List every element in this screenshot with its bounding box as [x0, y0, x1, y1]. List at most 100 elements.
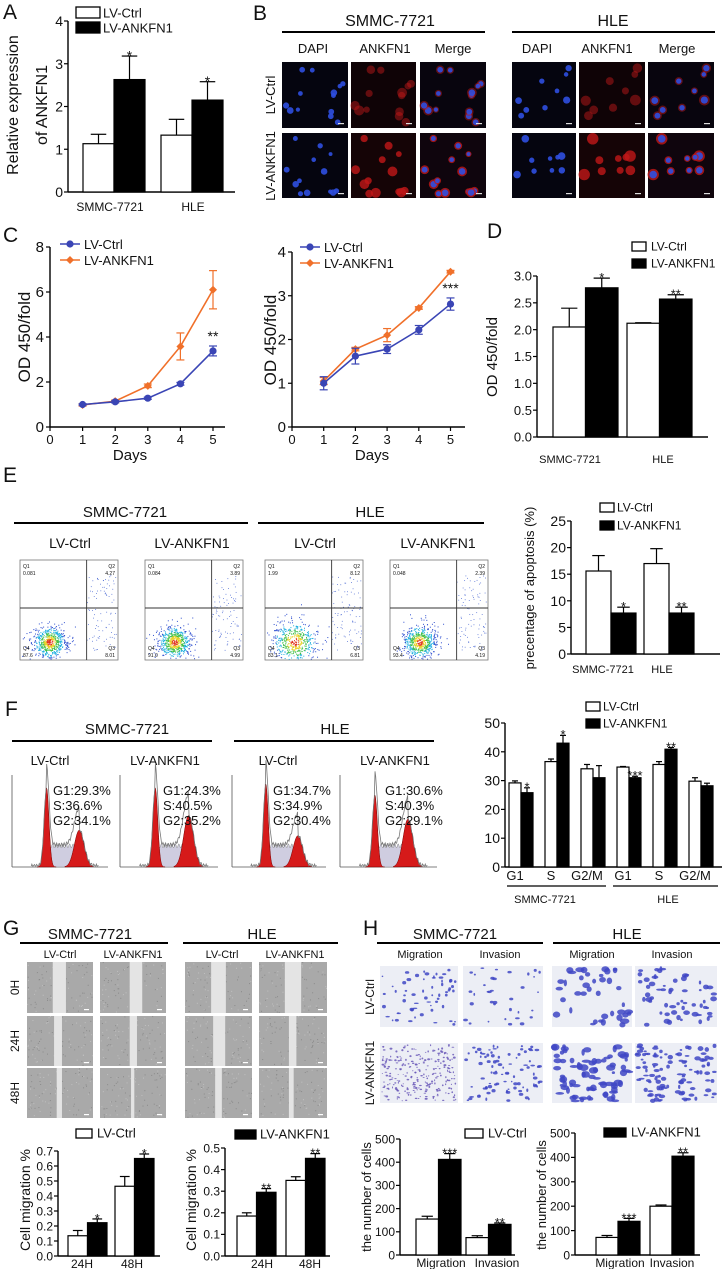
- event-dot: [170, 645, 172, 647]
- stained-cell: [394, 1018, 399, 1022]
- event-dot: [230, 594, 231, 596]
- texture-dot: [134, 1078, 136, 1080]
- dna-histogram: G1:24.3%S:40.5%G2:35.2%: [119, 763, 221, 868]
- event-dot: [313, 650, 315, 652]
- texture-dot: [38, 1050, 40, 1052]
- event-dot: [305, 645, 307, 647]
- event-dot: [98, 637, 100, 639]
- event-dot: [46, 648, 48, 650]
- event-dot: [177, 636, 179, 638]
- event-dot: [360, 643, 362, 645]
- event-dot: [58, 647, 60, 649]
- cell-nucleus: [676, 78, 682, 84]
- event-dot: [294, 649, 296, 651]
- texture-dot: [206, 1027, 208, 1029]
- event-dot: [62, 633, 64, 635]
- event-dot: [58, 648, 60, 650]
- event-dot: [187, 644, 189, 646]
- event-dot: [189, 643, 191, 645]
- stained-cell: [389, 1072, 392, 1075]
- y-tick-label: 1.5: [514, 349, 532, 364]
- event-dot: [184, 632, 186, 634]
- texture-dot: [118, 988, 120, 990]
- event-dot: [408, 652, 410, 654]
- event-dot: [276, 646, 278, 648]
- texture-dot: [142, 1105, 144, 1107]
- event-dot: [236, 617, 238, 619]
- event-dot: [40, 648, 42, 650]
- stained-cell: [414, 1081, 417, 1083]
- texture-dot: [197, 1036, 199, 1038]
- x-tick-label: 3: [144, 432, 151, 447]
- texture-dot: [306, 987, 308, 989]
- texture-dot: [106, 1045, 108, 1047]
- event-dot: [485, 632, 487, 634]
- event-dot: [288, 647, 290, 649]
- texture-dot: [76, 970, 78, 972]
- event-dot: [173, 627, 175, 629]
- texture-dot: [126, 1109, 128, 1111]
- event-dot: [39, 642, 41, 644]
- texture-dot: [282, 1113, 284, 1115]
- event-dot: [275, 656, 277, 658]
- texture-dot: [70, 1043, 72, 1045]
- event-dot: [162, 648, 164, 650]
- event-dot: [54, 634, 56, 636]
- event-dot: [403, 634, 405, 636]
- event-dot: [289, 652, 291, 654]
- event-dot: [471, 590, 473, 592]
- stained-cell: [555, 986, 564, 991]
- event-dot: [30, 638, 32, 640]
- stained-cell: [610, 1010, 615, 1017]
- event-dot: [274, 630, 276, 632]
- event-dot: [298, 654, 300, 656]
- event-dot: [433, 622, 435, 624]
- bar-lv-ankfn1: [133, 1157, 155, 1257]
- y-tick-label: 3: [278, 288, 286, 305]
- event-dot: [215, 579, 216, 580]
- texture-dot: [127, 1059, 129, 1061]
- event-dot: [428, 650, 430, 652]
- event-dot: [419, 646, 421, 648]
- event-dot: [421, 645, 423, 647]
- significance-marker: *: [621, 599, 626, 614]
- event-dot: [417, 652, 419, 654]
- texture-dot: [325, 986, 327, 988]
- texture-dot: [124, 1092, 126, 1094]
- stained-cell: [382, 1049, 386, 1051]
- texture-dot: [63, 1087, 65, 1089]
- event-dot: [60, 640, 62, 642]
- if-image-merge: [420, 133, 486, 198]
- stained-cell: [394, 989, 397, 993]
- x-tick-label: 4: [415, 432, 422, 447]
- texture-dot: [224, 1116, 226, 1118]
- event-dot: [112, 588, 114, 590]
- texture-dot: [250, 975, 252, 977]
- texture-dot: [198, 972, 200, 974]
- texture-dot: [277, 996, 279, 998]
- event-dot: [183, 638, 185, 640]
- texture-dot: [28, 997, 30, 999]
- event-dot: [413, 635, 415, 637]
- event-dot: [418, 637, 420, 639]
- event-dot: [276, 629, 278, 631]
- texture-dot: [186, 1020, 188, 1022]
- texture-dot: [194, 1102, 196, 1104]
- event-dot: [111, 593, 113, 595]
- significance-marker: **: [310, 1145, 320, 1160]
- texture-dot: [250, 1063, 252, 1065]
- event-dot: [410, 648, 412, 650]
- texture-dot: [280, 1099, 282, 1101]
- event-dot: [43, 635, 45, 637]
- texture-dot: [107, 1037, 109, 1039]
- stained-cell: [446, 1067, 450, 1069]
- event-dot: [184, 644, 186, 646]
- event-dot: [317, 631, 319, 633]
- event-dot: [39, 653, 41, 655]
- event-dot: [468, 642, 470, 644]
- event-dot: [277, 621, 279, 623]
- event-dot: [303, 655, 305, 657]
- event-dot: [285, 642, 287, 644]
- event-dot: [399, 647, 401, 649]
